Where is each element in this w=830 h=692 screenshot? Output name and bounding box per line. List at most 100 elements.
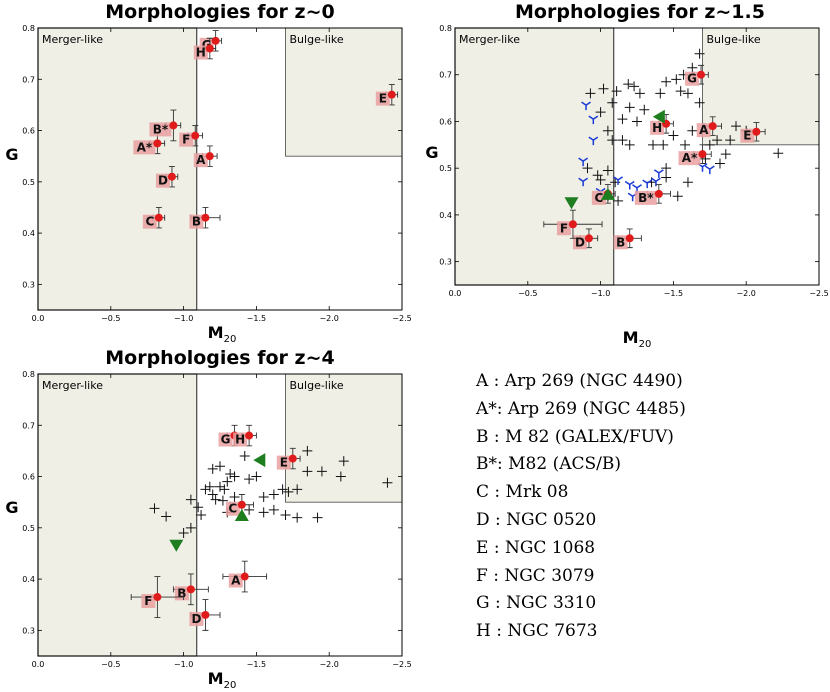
cross-marker [672, 191, 683, 202]
point-label-box [228, 573, 243, 588]
point-label: F [182, 133, 190, 147]
cross-marker [215, 461, 225, 472]
cross-marker [149, 503, 160, 514]
legend-item-b-star: B*: M82 (ACS/B) [476, 454, 621, 475]
y-tick-label: 0.4 [22, 229, 35, 238]
cross-marker [661, 172, 672, 183]
x-tick-label: 0.0 [32, 660, 45, 669]
cross-marker [680, 139, 691, 150]
point-label: A [699, 123, 709, 137]
y-tick-label: 0.6 [22, 127, 35, 136]
point-label: B [192, 215, 201, 229]
cross-marker [712, 135, 723, 146]
y-tick-label: 0.4 [439, 211, 452, 220]
cross-marker [185, 494, 196, 505]
x-tick-label: −0.5 [518, 289, 537, 298]
blue-tri-marker [642, 179, 653, 189]
cross-marker [731, 121, 742, 132]
cross-marker [602, 165, 613, 176]
cross-marker [312, 512, 323, 523]
cross-marker [595, 174, 606, 185]
cross-marker [634, 88, 645, 99]
cross-marker [629, 81, 640, 92]
green-triangle-up [234, 509, 249, 521]
source-point [654, 189, 663, 198]
green-triangle-down [564, 197, 579, 210]
point-label-box [556, 221, 571, 236]
point-label-box [218, 432, 233, 447]
cross-marker [682, 88, 693, 99]
panel-title: Morphologies for z~0 [105, 1, 335, 23]
source-point [211, 36, 220, 45]
y-tick-label: 0.4 [22, 575, 35, 584]
cross-marker [292, 484, 303, 495]
merger-region-label: Merger-like [42, 379, 103, 392]
point-label: B* [638, 191, 654, 205]
cross-marker [639, 104, 650, 115]
cross-marker [714, 158, 725, 169]
merger-region [454, 27, 615, 286]
cross-marker [283, 486, 294, 497]
cross-marker [613, 195, 624, 206]
x-tick-label: −2.5 [392, 660, 411, 669]
source-point [752, 127, 761, 136]
bulge-region-label: Bulge-like [707, 33, 761, 46]
point-label: B [616, 235, 625, 249]
source-point [205, 44, 214, 53]
source-point [201, 610, 210, 619]
point-label: B [177, 586, 186, 600]
point-label-box [613, 235, 628, 250]
merger-region-label: Merger-like [42, 33, 103, 46]
point-label-box [678, 151, 701, 166]
x-tick-label: 0.0 [32, 314, 45, 323]
x-tick-label: −1.5 [247, 660, 266, 669]
point-label-box [696, 123, 711, 138]
point-label: A [196, 153, 206, 167]
point-label: H [652, 121, 662, 135]
cross-marker [280, 510, 291, 520]
cross-marker [302, 445, 313, 456]
cross-marker [268, 504, 279, 515]
x-tick-label: −0.5 [101, 314, 120, 323]
point-label-box [133, 140, 156, 155]
point-label-box [591, 190, 606, 205]
cross-marker [207, 463, 218, 474]
cross-marker [251, 471, 262, 482]
cross-marker [207, 489, 218, 500]
bulge-region-label: Bulge-like [290, 379, 344, 392]
blue-tri-marker [581, 101, 591, 111]
blue-tri-marker [578, 157, 589, 167]
blue-tri-marker [651, 177, 661, 187]
point-label: G [221, 433, 231, 447]
cross-marker [229, 471, 240, 482]
point-label-box [155, 173, 170, 188]
point-label: A* [137, 140, 153, 154]
panel-title: Morphologies for z~4 [105, 347, 335, 369]
point-label: H [196, 46, 206, 60]
y-tick-label: 0.7 [22, 421, 35, 430]
x-axis-label: M20 [208, 323, 237, 345]
y-tick-label: 0.5 [22, 178, 35, 187]
merger-region [37, 373, 198, 657]
source-point [153, 593, 162, 602]
green-triangle-left [652, 109, 665, 124]
cross-marker [668, 130, 679, 141]
legend-item-f: F : NGC 3079 [476, 565, 595, 586]
point-label-box [193, 45, 208, 60]
cross-marker [675, 86, 686, 97]
cross-marker [302, 466, 313, 477]
cross-marker [624, 102, 635, 113]
point-label: F [144, 594, 152, 608]
source-point [625, 234, 634, 243]
x-tick-label: −1.0 [591, 289, 610, 298]
y-tick-label: 0.7 [439, 71, 452, 80]
cross-marker [229, 492, 240, 503]
x-tick-label: −2.0 [319, 660, 338, 669]
cross-marker [178, 527, 189, 538]
source-point [568, 220, 577, 229]
x-axis-label-subscript: 20 [639, 339, 652, 350]
point-label-box [193, 153, 208, 168]
source-point [186, 585, 195, 594]
legend-item-c: C : Mrk 08 [476, 482, 569, 503]
